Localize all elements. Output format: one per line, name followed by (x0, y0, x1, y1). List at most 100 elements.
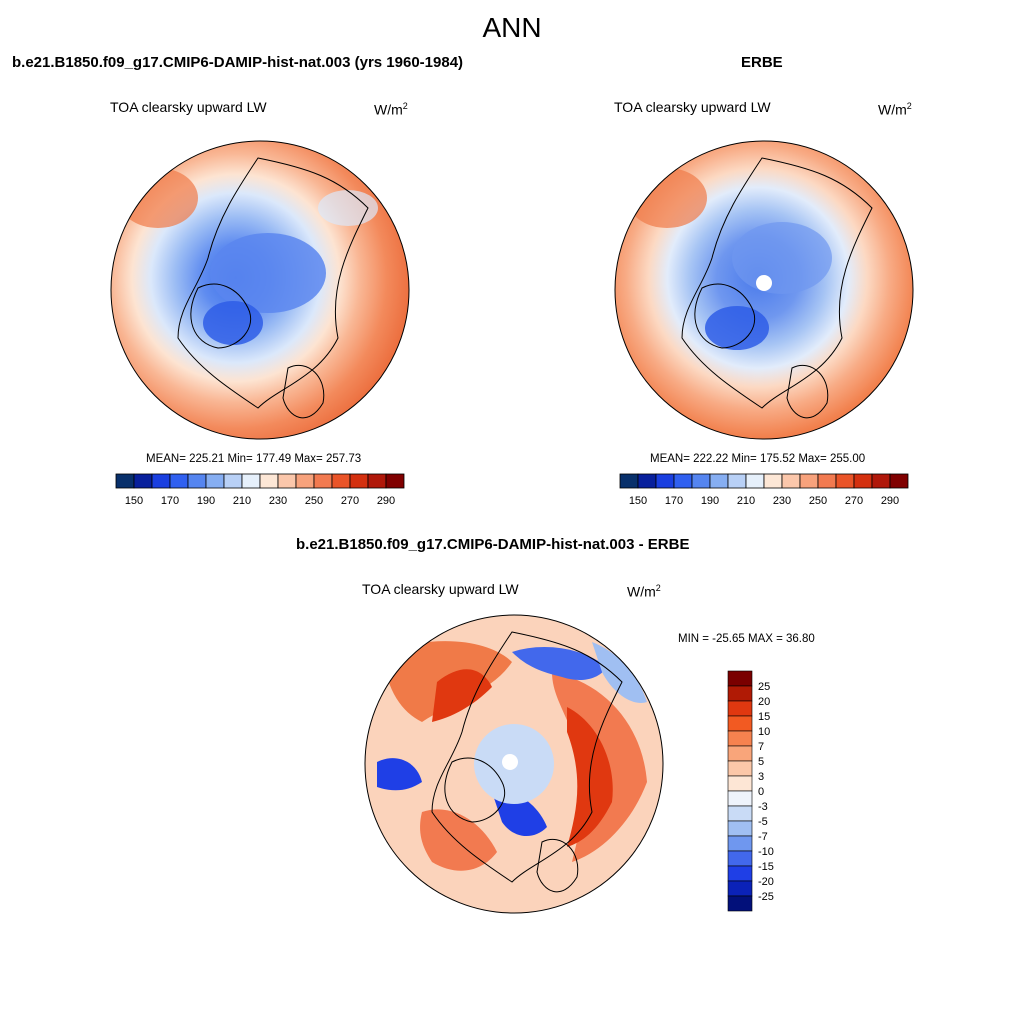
stats-obs: MEAN= 222.22 Min= 175.52 Max= 255.00 (650, 453, 866, 465)
colorbar-diff-swatch (727, 790, 753, 807)
colorbar-obs-swatch (673, 473, 693, 489)
colorbar-diff-swatch (727, 820, 753, 837)
colorbar-model: 150 170 190 210 230 250 270 290 (115, 473, 405, 507)
colorbar-diff-tick-label: -7 (758, 831, 768, 843)
colorbar-diff-tick-label: 10 (758, 726, 770, 738)
colorbar-obs-tick-label: 210 (737, 495, 755, 507)
colorbar-diff-tick-label: 15 (758, 711, 770, 723)
colorbar-diff-swatch (727, 760, 753, 777)
colorbar-model-tick-label: 210 (233, 495, 251, 507)
colorbar-obs-swatch (871, 473, 891, 489)
colorbar-diff-tick-label: -5 (758, 816, 768, 828)
colorbar-diff-swatch (727, 730, 753, 747)
colorbar-obs-swatch (853, 473, 873, 489)
colorbar-model-swatch (241, 473, 261, 489)
polar-map-diff (364, 614, 664, 914)
colorbar-model-swatch (295, 473, 315, 489)
colorbar-obs-tick-label: 150 (629, 495, 647, 507)
colorbar-model-tick-label: 190 (197, 495, 215, 507)
colorbar-diff-swatch (727, 685, 753, 702)
panel-title-obs: ERBE (741, 54, 783, 71)
colorbar-obs-swatch (691, 473, 711, 489)
colorbar-obs-swatch (817, 473, 837, 489)
page-title: ANN (482, 12, 542, 43)
colorbar-model-swatch (385, 473, 405, 489)
colorbar-diff-swatch (727, 745, 753, 762)
units-label-diff: W/m2 (627, 583, 661, 600)
colorbar-model-swatch (133, 473, 153, 489)
colorbar-model-swatch (115, 473, 135, 489)
colorbar-obs-tick-label: 250 (809, 495, 827, 507)
colorbar-diff-swatch (727, 895, 753, 912)
colorbar-diff-swatch (727, 775, 753, 792)
colorbar-diff-swatch (727, 850, 753, 867)
colorbar-diff-tick-label: 7 (758, 741, 764, 753)
polar-map-model (110, 140, 410, 440)
colorbar-obs-tick-label: 230 (773, 495, 791, 507)
colorbar-model-swatch (259, 473, 279, 489)
colorbar-model-swatch (223, 473, 243, 489)
colorbar-model-swatches (115, 473, 405, 489)
colorbar-obs-swatches (619, 473, 909, 489)
colorbar-model-swatch (151, 473, 171, 489)
stats-model: MEAN= 225.21 Min= 177.49 Max= 257.73 (146, 453, 362, 465)
colorbar-diff-swatch (727, 670, 753, 687)
colorbar-obs-swatch (763, 473, 783, 489)
field-label-diff: TOA clearsky upward LW (362, 581, 519, 597)
colorbar-model-tick-label: 170 (161, 495, 179, 507)
colorbar-model-tick-label: 250 (305, 495, 323, 507)
colorbar-model-swatch (313, 473, 333, 489)
colorbar-diff-swatches (727, 670, 753, 912)
colorbar-obs: 150 170 190 210 230 250 270 290 (619, 473, 909, 507)
colorbar-model-tick-label: 290 (377, 495, 395, 507)
colorbar-obs-swatch (637, 473, 657, 489)
colorbar-model-swatch (187, 473, 207, 489)
colorbar-model-swatch (367, 473, 387, 489)
colorbar-obs-swatch (655, 473, 675, 489)
colorbar-obs-swatch (727, 473, 747, 489)
colorbar-diff-tick-label: 25 (758, 681, 770, 693)
units-label-obs: W/m2 (878, 101, 912, 118)
colorbar-diff-labels: 25 20 15 10 7 5 3 0 -3 -5 -7 -10 -15 -20 -25 (758, 681, 774, 903)
field-label-obs: TOA clearsky upward LW (614, 99, 771, 115)
colorbar-model-swatch (349, 473, 369, 489)
colorbar-model-swatch (277, 473, 297, 489)
colorbar-diff-swatch (727, 835, 753, 852)
colorbar-diff-tick-label: -3 (758, 801, 768, 813)
polar-map-obs (614, 140, 914, 440)
colorbar-model-swatch (169, 473, 189, 489)
colorbar-obs-swatch (619, 473, 639, 489)
colorbar-obs-tick-label: 270 (845, 495, 863, 507)
colorbar-diff-swatch (727, 805, 753, 822)
colorbar-diff-tick-label: 0 (758, 786, 764, 798)
colorbar-diff-tick-label: -25 (758, 891, 774, 903)
colorbar-obs-labels: 150 170 190 210 230 250 270 290 (629, 495, 899, 507)
colorbar-obs-swatch (889, 473, 909, 489)
colorbar-obs-tick-label: 290 (881, 495, 899, 507)
colorbar-diff-tick-label: -15 (758, 861, 774, 873)
colorbar-diff-tick-label: 5 (758, 756, 764, 768)
field-label-model: TOA clearsky upward LW (110, 99, 267, 115)
colorbar-diff-tick-label: 20 (758, 696, 770, 708)
colorbar-model-labels: 150 170 190 210 230 250 270 290 (125, 495, 395, 507)
colorbar-obs-swatch (799, 473, 819, 489)
colorbar-diff: 25 20 15 10 7 5 3 0 -3 -5 -7 -10 -15 -20 -25 (727, 670, 774, 912)
colorbar-diff-tick-label: -10 (758, 846, 774, 858)
colorbar-model-swatch (205, 473, 225, 489)
colorbar-obs-tick-label: 170 (665, 495, 683, 507)
colorbar-model-tick-label: 270 (341, 495, 359, 507)
colorbar-model-swatch (331, 473, 351, 489)
units-label-model: W/m2 (374, 101, 408, 118)
colorbar-obs-swatch (835, 473, 855, 489)
panel-title-diff: b.e21.B1850.f09_g17.CMIP6-DAMIP-hist-nat… (296, 536, 690, 553)
colorbar-model-tick-label: 230 (269, 495, 287, 507)
colorbar-diff-swatch (727, 700, 753, 717)
colorbar-diff-swatch (727, 715, 753, 732)
colorbar-obs-swatch (745, 473, 765, 489)
colorbar-diff-swatch (727, 880, 753, 897)
stats-diff: MIN = -25.65 MAX = 36.80 (678, 633, 815, 645)
colorbar-model-tick-label: 150 (125, 495, 143, 507)
colorbar-obs-tick-label: 190 (701, 495, 719, 507)
panel-title-model: b.e21.B1850.f09_g17.CMIP6-DAMIP-hist-nat… (12, 54, 464, 71)
colorbar-obs-swatch (709, 473, 729, 489)
